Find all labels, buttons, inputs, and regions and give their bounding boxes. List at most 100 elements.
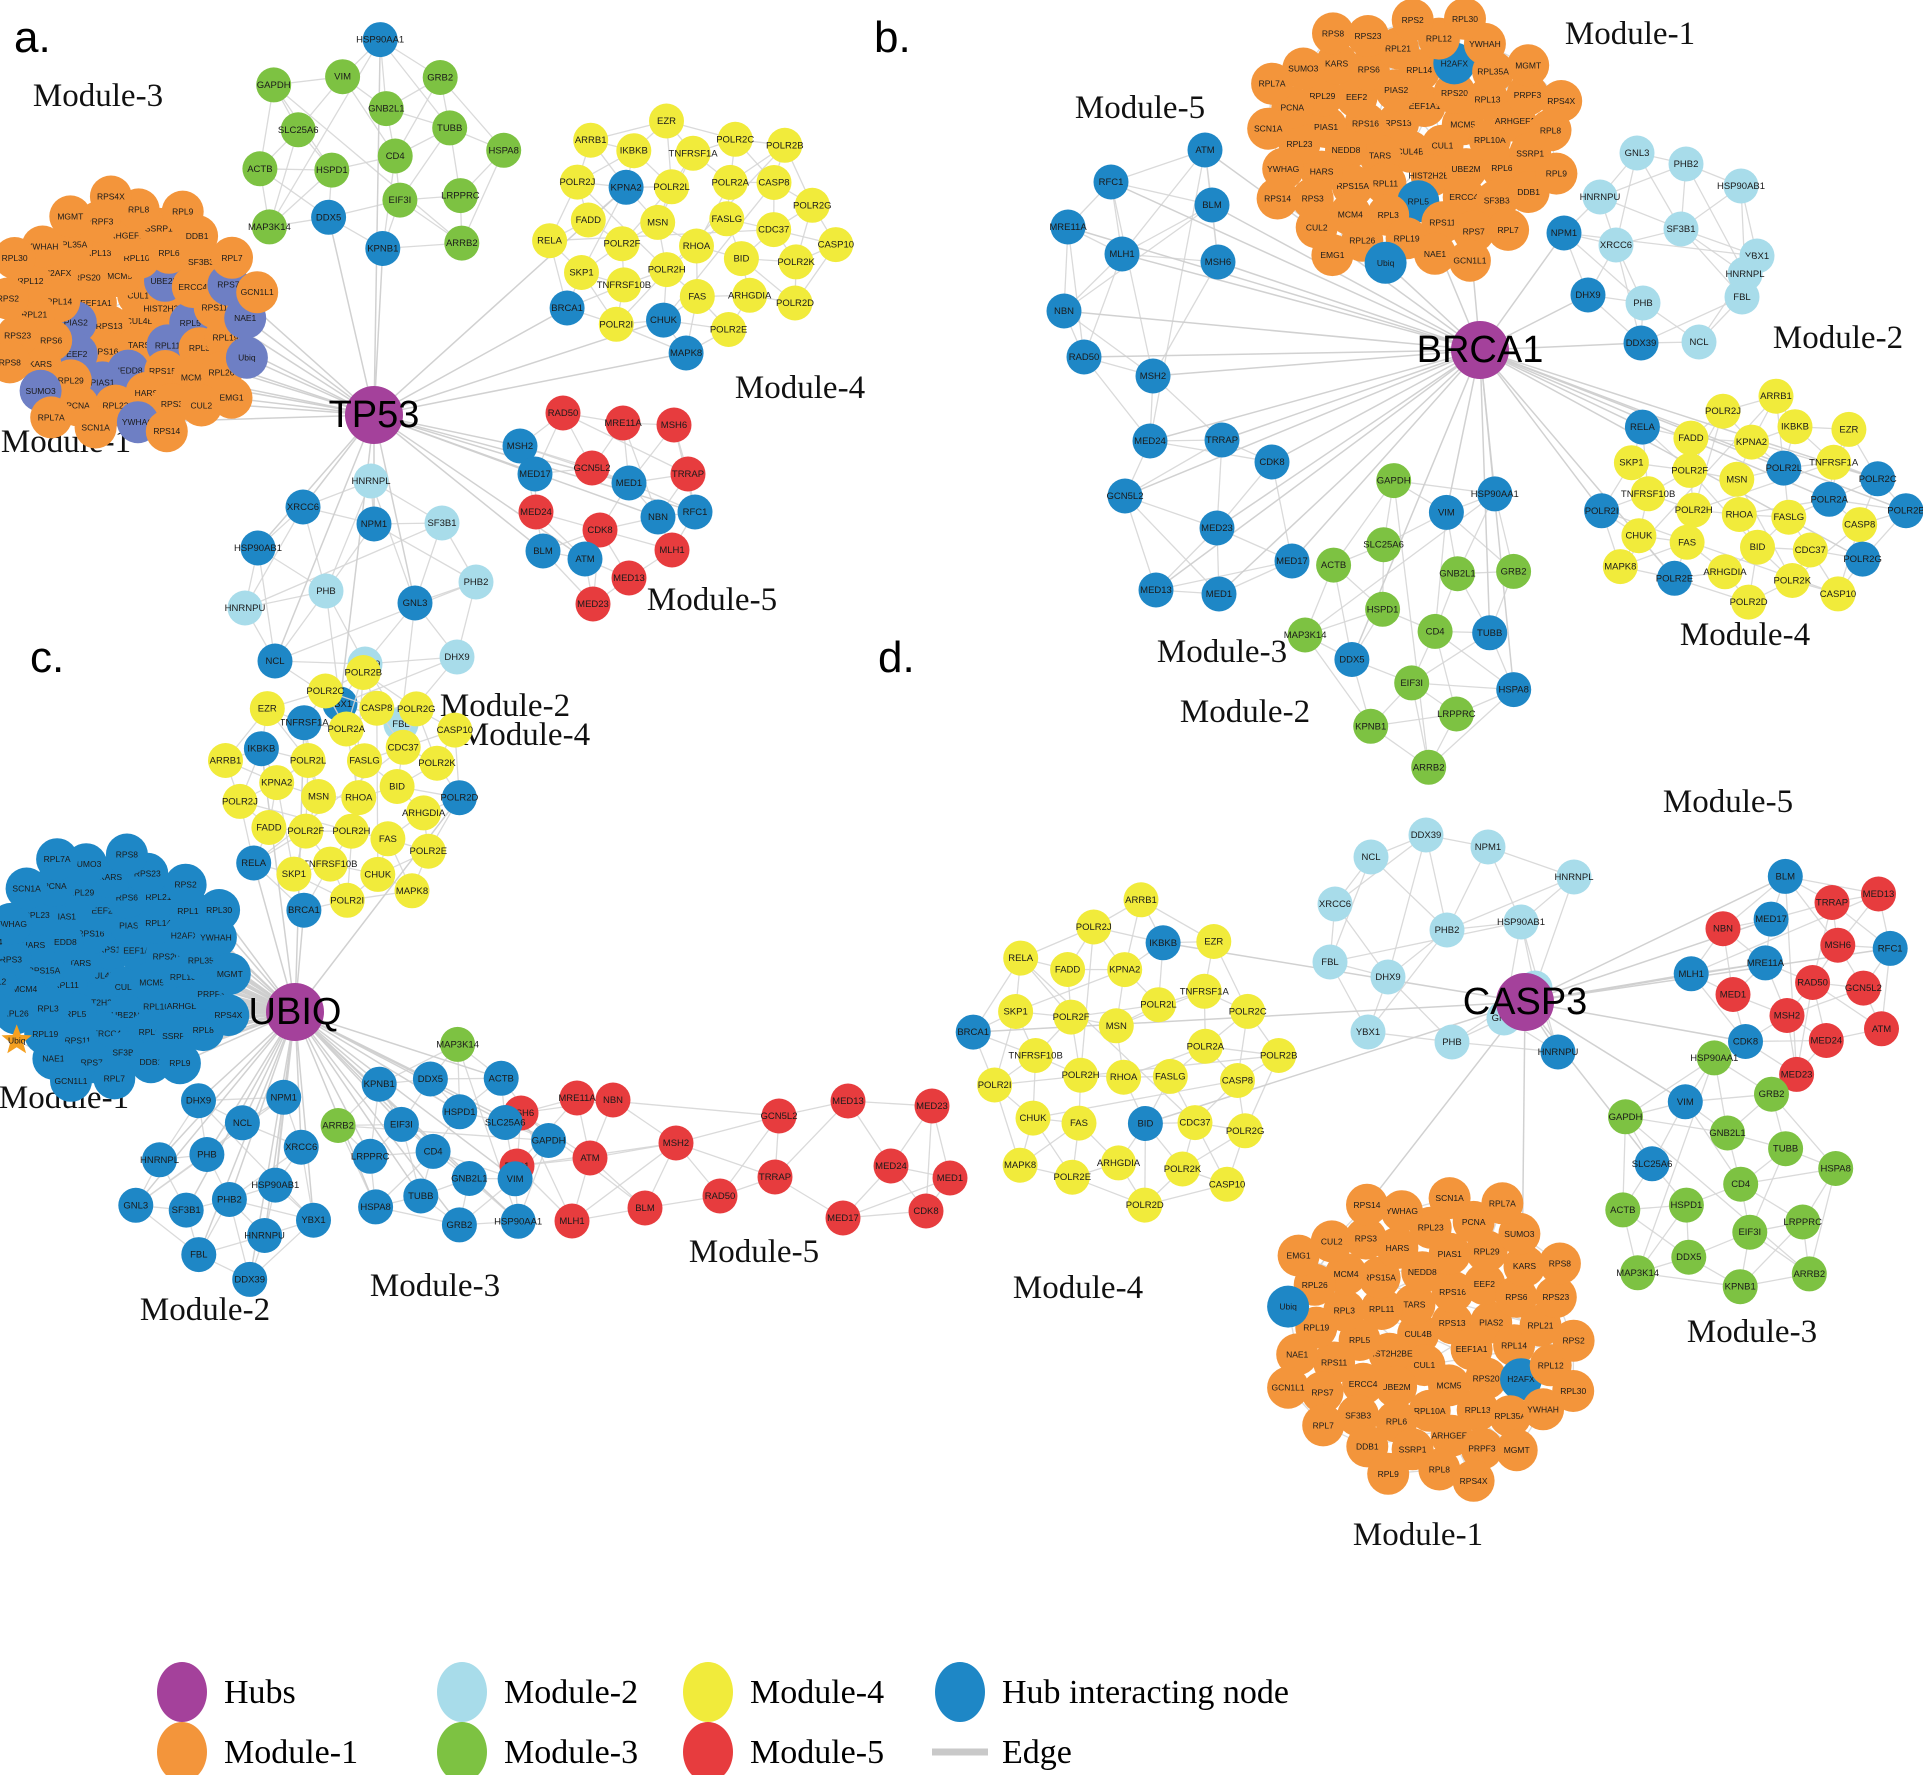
node-POLR2I[interactable] bbox=[329, 882, 365, 918]
node-EZR[interactable] bbox=[1196, 924, 1232, 959]
node-NAE1[interactable] bbox=[1414, 232, 1456, 275]
node-LRPPRC[interactable] bbox=[1438, 696, 1474, 732]
node-GRB2[interactable] bbox=[441, 1207, 477, 1243]
node-TRRAP[interactable] bbox=[1814, 885, 1850, 920]
node-HNRNPU[interactable] bbox=[1582, 179, 1618, 215]
node-ERCC4[interactable] bbox=[1342, 1362, 1385, 1405]
node-MAPK8[interactable] bbox=[668, 335, 704, 371]
node-ARRB2[interactable] bbox=[320, 1108, 356, 1143]
node-SCN1A[interactable] bbox=[74, 406, 117, 449]
node-ARHGDIA[interactable] bbox=[1101, 1145, 1136, 1181]
node-RPS8[interactable] bbox=[1538, 1242, 1581, 1285]
node-BLM[interactable] bbox=[1194, 187, 1230, 223]
node-GAPDH[interactable] bbox=[531, 1123, 567, 1158]
node-RPS16[interactable] bbox=[1431, 1270, 1474, 1313]
node-KPNA2[interactable] bbox=[259, 765, 295, 801]
node-GCN5L2[interactable] bbox=[1107, 478, 1143, 514]
node-DDX5[interactable] bbox=[1334, 642, 1370, 677]
node-RHOA[interactable] bbox=[679, 228, 714, 264]
node-CHUK[interactable] bbox=[1015, 1100, 1051, 1136]
node-PHB[interactable] bbox=[308, 573, 344, 609]
node-RFC1[interactable] bbox=[677, 494, 713, 530]
node-VIM[interactable] bbox=[325, 59, 361, 95]
node-RPS2[interactable] bbox=[0, 277, 29, 320]
node-POLR2J[interactable] bbox=[222, 783, 258, 819]
node-CDC37[interactable] bbox=[1792, 532, 1828, 568]
node-EIF3I[interactable] bbox=[383, 1106, 419, 1142]
node-RPL8[interactable] bbox=[1418, 1448, 1461, 1491]
node-KPNB1[interactable] bbox=[365, 231, 401, 266]
node-POLR2G[interactable] bbox=[1227, 1113, 1263, 1149]
node-Ubiq[interactable] bbox=[225, 336, 268, 379]
node-TNFRSF10B[interactable] bbox=[1018, 1038, 1054, 1073]
node-RPL7[interactable] bbox=[93, 1057, 136, 1100]
node-Ubiq[interactable] bbox=[1267, 1285, 1310, 1328]
node-MED24[interactable] bbox=[1808, 1023, 1844, 1058]
node-RPS7[interactable] bbox=[1301, 1371, 1344, 1414]
node-FASLG[interactable] bbox=[709, 201, 745, 237]
node-POLR2G[interactable] bbox=[1845, 541, 1881, 577]
node-POLR2C[interactable] bbox=[1230, 993, 1266, 1029]
node-POLR2H[interactable] bbox=[649, 252, 685, 288]
node-MGMT[interactable] bbox=[49, 195, 92, 238]
node-KPNB1[interactable] bbox=[1722, 1269, 1758, 1305]
node-MSH2[interactable] bbox=[1769, 998, 1805, 1033]
node-FAS[interactable] bbox=[1669, 524, 1705, 560]
node-POLR2B[interactable] bbox=[1261, 1038, 1297, 1073]
node-CASP8[interactable] bbox=[1220, 1063, 1255, 1098]
node-GCN5L2[interactable] bbox=[761, 1098, 797, 1134]
node-BRCA1[interactable] bbox=[286, 892, 322, 928]
node-HSPA8[interactable] bbox=[486, 132, 522, 168]
node-PRPF3[interactable] bbox=[1460, 1427, 1503, 1470]
node-NPM1[interactable] bbox=[1470, 829, 1506, 865]
node-CASP8[interactable] bbox=[1842, 507, 1878, 543]
node-MLH1[interactable] bbox=[1104, 236, 1140, 272]
node-MSN[interactable] bbox=[1098, 1008, 1134, 1044]
node-FADD[interactable] bbox=[1673, 420, 1709, 456]
node-RPL30[interactable] bbox=[198, 889, 241, 931]
node-RPL7A[interactable] bbox=[36, 838, 79, 881]
node-VIM[interactable] bbox=[497, 1161, 533, 1197]
node-NCL[interactable] bbox=[224, 1105, 260, 1141]
node-RPL30[interactable] bbox=[1444, 0, 1486, 40]
node-YWHAH[interactable] bbox=[1522, 1388, 1565, 1431]
node-POLR2L[interactable] bbox=[290, 743, 326, 778]
node-GCN5L2[interactable] bbox=[1845, 970, 1881, 1006]
node-TNFRSF10B[interactable] bbox=[312, 846, 348, 882]
node-ARHGDIA[interactable] bbox=[406, 795, 442, 831]
node-RHOA[interactable] bbox=[341, 780, 377, 816]
node-TNFRSF1A[interactable] bbox=[1816, 444, 1852, 480]
node-RPL13[interactable] bbox=[1456, 1388, 1499, 1431]
node-MED24[interactable] bbox=[1132, 423, 1168, 459]
node-RHOA[interactable] bbox=[1106, 1059, 1142, 1095]
node-IKBKB[interactable] bbox=[1145, 925, 1181, 961]
node-SKP1[interactable] bbox=[564, 255, 599, 290]
node-DDX39[interactable] bbox=[1408, 817, 1444, 853]
node-MAPK8[interactable] bbox=[1602, 549, 1638, 585]
node-EMG1[interactable] bbox=[0, 988, 9, 1030]
node-FAS[interactable] bbox=[1061, 1105, 1097, 1141]
node-GCN1L1[interactable] bbox=[1448, 239, 1491, 282]
node-HSP90AA1[interactable] bbox=[500, 1203, 536, 1239]
node-HSPA8[interactable] bbox=[358, 1189, 394, 1225]
node-Ubiq[interactable] bbox=[1, 1024, 32, 1054]
node-MLH1[interactable] bbox=[1673, 956, 1709, 992]
node-HSPD1[interactable] bbox=[1668, 1187, 1704, 1223]
node-RPS2[interactable] bbox=[1391, 0, 1434, 41]
node-NCL[interactable] bbox=[1353, 839, 1389, 875]
node-LRPPRC[interactable] bbox=[1785, 1204, 1821, 1240]
node-GCN1L1[interactable] bbox=[50, 1059, 92, 1102]
node-POLR2E[interactable] bbox=[711, 312, 747, 347]
node-RPL11[interactable] bbox=[1364, 162, 1407, 205]
node-GRB2[interactable] bbox=[1754, 1076, 1789, 1112]
node-XRCC6[interactable] bbox=[285, 489, 321, 525]
node-CD4[interactable] bbox=[377, 138, 413, 174]
node-EMG1[interactable] bbox=[1311, 234, 1354, 277]
node-POLR2J[interactable] bbox=[1076, 909, 1112, 945]
node-DDX5[interactable] bbox=[311, 199, 347, 235]
node-MAP3K14[interactable] bbox=[1620, 1255, 1656, 1291]
node-MAP3K14[interactable] bbox=[251, 209, 287, 245]
node-NBN[interactable] bbox=[595, 1082, 631, 1118]
node-POLR2D[interactable] bbox=[777, 285, 813, 321]
node-YWHAG[interactable] bbox=[1380, 1190, 1423, 1233]
